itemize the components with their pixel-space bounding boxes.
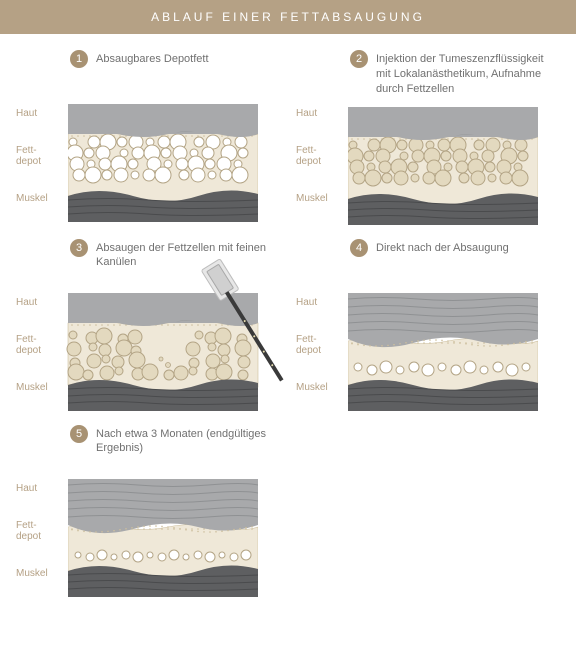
- step-badge: 4: [350, 239, 368, 257]
- step-header: 5 Nach etwa 3 Monaten (endgültiges Ergeb…: [70, 425, 280, 469]
- label-skin: Haut: [296, 108, 328, 119]
- layer-labels: Haut Fett- depot Muskel: [16, 483, 48, 579]
- step-badge: 3: [70, 239, 88, 257]
- header-title: ABLAUF EINER FETTABSAUGUNG: [151, 10, 425, 24]
- step-3: 3 Absaugen der Fettzellen mit feinen Kan…: [8, 233, 280, 411]
- layer-labels: Haut Fett- depot Muskel: [296, 297, 328, 393]
- label-muscle: Muskel: [16, 193, 48, 204]
- label-fat: Fett- depot: [16, 520, 48, 542]
- layer-labels: Haut Fett- depot Muskel: [16, 108, 48, 204]
- step-title: Injektion der Tumeszenzflüssigkeit mit L…: [376, 50, 556, 97]
- layer-labels: Haut Fett- depot Muskel: [296, 108, 328, 204]
- label-skin: Haut: [16, 108, 48, 119]
- label-muscle: Muskel: [296, 193, 328, 204]
- step-header: 1 Absaugbares Depotfett: [70, 50, 280, 94]
- label-muscle: Muskel: [296, 382, 328, 393]
- step-badge: 1: [70, 50, 88, 68]
- step-title: Absaugbares Depotfett: [96, 50, 209, 67]
- label-fat: Fett- depot: [16, 334, 48, 356]
- label-muscle: Muskel: [16, 568, 48, 579]
- label-skin: Haut: [16, 297, 48, 308]
- cross-section-diagram: [348, 107, 538, 225]
- label-muscle: Muskel: [16, 382, 48, 393]
- infographic-header: ABLAUF EINER FETTABSAUGUNG: [0, 0, 576, 34]
- step-title: Direkt nach der Absaugung: [376, 239, 509, 256]
- cross-section-diagram: [348, 293, 538, 411]
- cross-section-diagram: [68, 104, 258, 222]
- label-skin: Haut: [16, 483, 48, 494]
- steps-grid: 1 Absaugbares Depotfett Haut Fett- depot…: [0, 34, 576, 607]
- cross-section-diagram: [68, 479, 258, 597]
- label-fat: Fett- depot: [296, 145, 328, 167]
- step-2: 2 Injektion der Tumeszenzflüssigkeit mit…: [288, 44, 560, 225]
- step-title: Nach etwa 3 Monaten (endgültiges Ergebni…: [96, 425, 276, 457]
- cross-section-diagram: [68, 293, 258, 411]
- layer-labels: Haut Fett- depot Muskel: [16, 297, 48, 393]
- step-header: 3 Absaugen der Fettzellen mit feinen Kan…: [70, 239, 280, 283]
- step-header: 4 Direkt nach der Absaugung: [350, 239, 560, 283]
- step-1: 1 Absaugbares Depotfett Haut Fett- depot…: [8, 44, 280, 225]
- step-badge: 2: [350, 50, 368, 68]
- step-badge: 5: [70, 425, 88, 443]
- label-fat: Fett- depot: [16, 145, 48, 167]
- step-title: Absaugen der Fettzellen mit feinen Kanül…: [96, 239, 276, 271]
- step-header: 2 Injektion der Tumeszenzflüssigkeit mit…: [350, 50, 560, 97]
- step-5: 5 Nach etwa 3 Monaten (endgültiges Ergeb…: [8, 419, 280, 597]
- step-4: 4 Direkt nach der Absaugung Haut Fett- d…: [288, 233, 560, 411]
- label-skin: Haut: [296, 297, 328, 308]
- label-fat: Fett- depot: [296, 334, 328, 356]
